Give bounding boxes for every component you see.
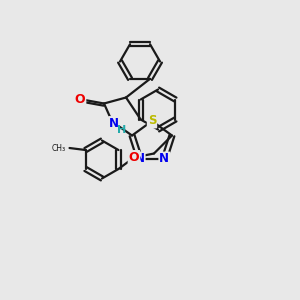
Text: O: O <box>129 151 139 164</box>
Text: H: H <box>117 124 127 134</box>
Text: S: S <box>148 115 156 128</box>
Text: N: N <box>135 152 145 166</box>
Text: N: N <box>159 152 169 166</box>
Text: CH₃: CH₃ <box>51 143 65 152</box>
Text: N: N <box>109 117 119 130</box>
Text: O: O <box>75 93 85 106</box>
